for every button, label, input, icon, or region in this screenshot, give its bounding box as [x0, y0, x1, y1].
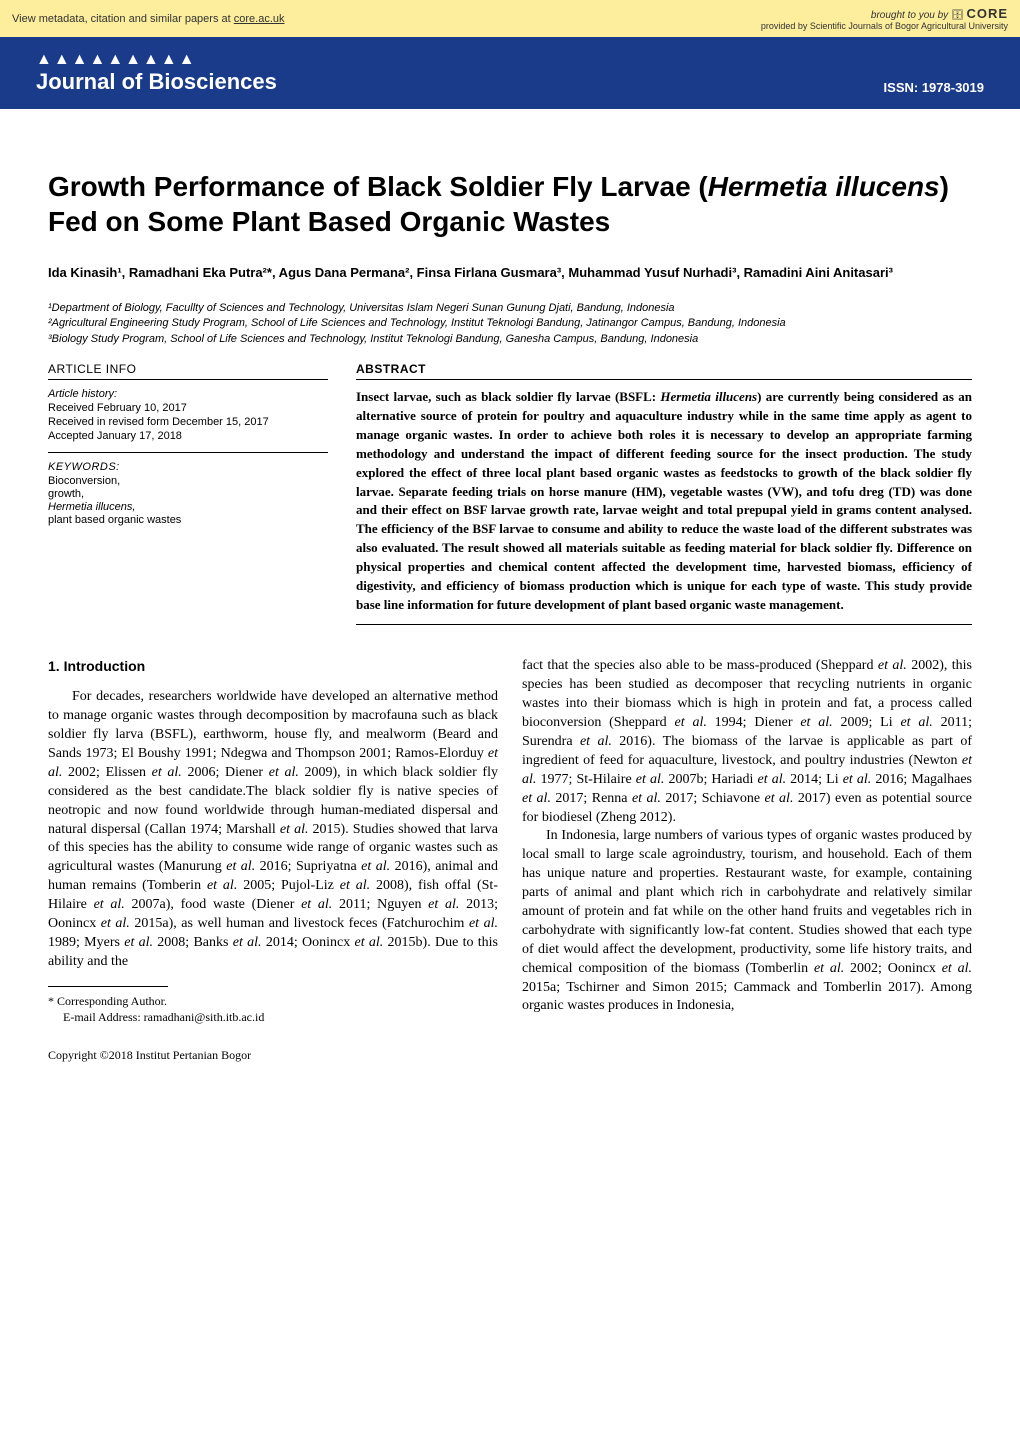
journal-header-right: ISSN: 1978-3019	[884, 80, 984, 95]
article-info-column: ARTICLE INFO Article history: Received F…	[48, 362, 328, 625]
journal-issn: ISSN: 1978-3019	[884, 80, 984, 95]
keyword-1: Bioconversion,	[48, 475, 328, 487]
affiliation-3: ³Biology Study Program, School of Life S…	[48, 332, 972, 348]
core-brought-prefix: brought to you by	[871, 10, 951, 21]
body-column-right: fact that the species also able to be ma…	[522, 657, 972, 1026]
journal-header-left: ▲▲▲▲▲▲▲▲▲ Journal of Biosciences	[36, 51, 277, 95]
journal-header: ▲▲▲▲▲▲▲▲▲ Journal of Biosciences ISSN: 1…	[0, 37, 1020, 109]
abstract-species: Hermetia illucens	[660, 389, 757, 404]
core-banner-left: View metadata, citation and similar pape…	[12, 13, 285, 25]
abstract-pre: Insect larvae, such as black soldier fly…	[356, 389, 660, 404]
article-history-label: Article history:	[48, 388, 328, 400]
core-logo-text: CORE	[966, 6, 1008, 21]
history-accepted: Accepted January 17, 2018	[48, 430, 328, 442]
journal-name: Journal of Biosciences	[36, 69, 277, 95]
title-pre: Growth Performance of Black Soldier Fly …	[48, 171, 708, 202]
history-revised: Received in revised form December 15, 20…	[48, 416, 328, 428]
footnote: * Corresponding Author. E-mail Address: …	[48, 993, 498, 1027]
footnote-rule	[48, 986, 168, 987]
abstract-divider	[356, 624, 972, 625]
abstract-column: ABSTRACT Insect larvae, such as black so…	[356, 362, 972, 625]
introduction-heading: 1. Introduction	[48, 657, 498, 676]
email-label: E-mail Address:	[63, 1010, 144, 1024]
core-banner: View metadata, citation and similar pape…	[0, 0, 1020, 37]
intro-para-col2: fact that the species also able to be ma…	[522, 657, 972, 1016]
keyword-2: growth,	[48, 488, 328, 500]
intro-para-col1: For decades, researchers worldwide have …	[48, 688, 498, 971]
keyword-3: Hermetia illucens,	[48, 501, 328, 513]
core-provided-name: Scientific Journals of Bogor Agricultura…	[810, 21, 1008, 31]
journal-header-dots: ▲▲▲▲▲▲▲▲▲	[36, 51, 277, 69]
article-info-heading: ARTICLE INFO	[48, 362, 328, 380]
keywords-heading: KEYWORDS:	[48, 461, 328, 473]
core-logo-icon: 🗄	[951, 10, 964, 21]
core-link[interactable]: core.ac.uk	[234, 13, 285, 25]
affiliations: ¹Department of Biology, Facullty of Scie…	[48, 301, 972, 349]
body-column-left: 1. Introduction For decades, researchers…	[48, 657, 498, 1026]
page-content: Growth Performance of Black Soldier Fly …	[0, 109, 1020, 1093]
core-left-prefix: View metadata, citation and similar pape…	[12, 13, 234, 25]
title-species: Hermetia illucens	[708, 171, 940, 202]
copyright-line: Copyright ©2018 Institut Pertanian Bogor	[48, 1048, 972, 1063]
core-provided: provided by Scientific Journals of Bogor…	[761, 21, 1008, 31]
abstract-text: Insect larvae, such as black soldier fly…	[356, 388, 972, 614]
core-banner-right: brought to you by 🗄 CORE provided by Sci…	[761, 6, 1008, 31]
article-title: Growth Performance of Black Soldier Fly …	[48, 169, 972, 239]
keyword-4: plant based organic wastes	[48, 514, 328, 526]
affiliation-2: ²Agricultural Engineering Study Program,…	[48, 316, 972, 332]
history-received: Received February 10, 2017	[48, 402, 328, 414]
authors: Ida Kinasih¹, Ramadhani Eka Putra²*, Agu…	[48, 263, 972, 283]
affiliation-1: ¹Department of Biology, Facullty of Scie…	[48, 301, 972, 317]
keywords-divider	[48, 452, 328, 453]
abstract-heading: ABSTRACT	[356, 362, 972, 380]
info-abstract-row: ARTICLE INFO Article history: Received F…	[48, 362, 972, 625]
corresponding-author-label: * Corresponding Author.	[48, 994, 167, 1008]
abstract-post: ) are currently being considered as an a…	[356, 389, 972, 611]
core-provided-prefix: provided by	[761, 21, 810, 31]
corresponding-email: ramadhani@sith.itb.ac.id	[144, 1010, 265, 1024]
body-columns: 1. Introduction For decades, researchers…	[48, 657, 972, 1026]
